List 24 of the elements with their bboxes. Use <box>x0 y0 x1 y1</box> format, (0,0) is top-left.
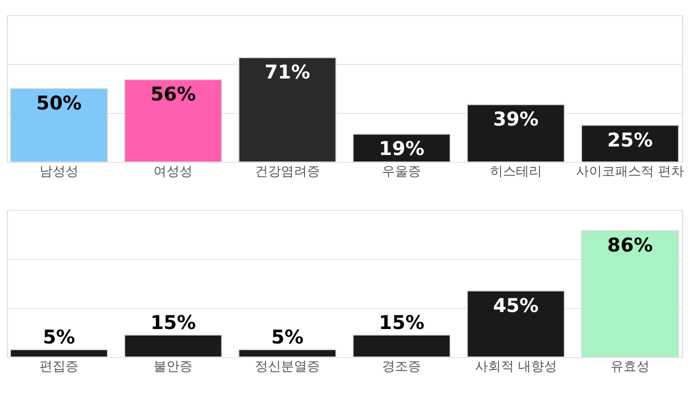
x-tick-label: 우울증 <box>382 164 422 180</box>
x-tick-label: 편집증 <box>39 360 78 374</box>
data-label: 15% <box>150 312 196 334</box>
x-tick-label: 경조증 <box>382 360 422 374</box>
data-label: 71% <box>264 62 310 84</box>
data-label: 86% <box>607 234 653 257</box>
x-tick-label: 사회적 내향성 <box>474 360 557 374</box>
data-label: 39% <box>493 108 539 131</box>
x-tick-label: 남성성 <box>39 164 78 180</box>
x-tick-label: 건강염려증 <box>254 164 320 180</box>
data-label: 45% <box>493 294 539 317</box>
data-label: 56% <box>150 84 196 106</box>
data-label: 15% <box>378 312 424 334</box>
x-tick-label: 사이코패스적 편차 <box>576 164 684 180</box>
x-tick-label: 여성성 <box>154 164 193 180</box>
x-tick-label: 히스테리 <box>490 164 542 180</box>
x-tick-label: 정신분열증 <box>254 360 320 374</box>
data-label: 50% <box>36 92 82 114</box>
data-label: 25% <box>607 129 653 152</box>
x-tick-label: 불안증 <box>154 360 193 374</box>
data-label: 5% <box>42 326 76 349</box>
data-label: 5% <box>271 326 304 349</box>
data-label: 19% <box>378 138 424 160</box>
x-tick-label: 유효성 <box>610 360 650 374</box>
